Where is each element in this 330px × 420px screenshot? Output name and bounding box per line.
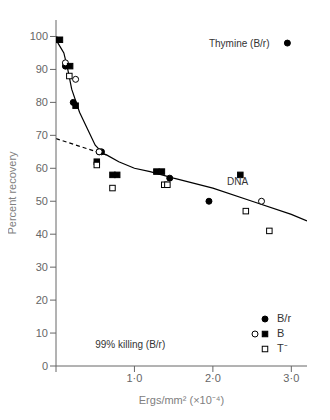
svg-text:99% killing (B/r): 99% killing (B/r) bbox=[95, 339, 165, 350]
svg-text:0: 0 bbox=[42, 360, 48, 372]
svg-text:1·0: 1·0 bbox=[126, 372, 142, 384]
svg-text:Ergs/mm² (×10⁻⁴): Ergs/mm² (×10⁻⁴) bbox=[139, 394, 224, 406]
html-text:B/r: B/r bbox=[277, 312, 292, 324]
svg-text:Thymine (B/r): Thymine (B/r) bbox=[209, 38, 270, 49]
svg-text:3·0: 3·0 bbox=[283, 372, 299, 384]
svg-text:90: 90 bbox=[36, 63, 48, 75]
svg-text:10: 10 bbox=[36, 327, 48, 339]
html-text:T⁻: T⁻ bbox=[277, 342, 288, 354]
svg-text:20: 20 bbox=[36, 294, 48, 306]
svg-text:2·0: 2·0 bbox=[205, 372, 221, 384]
svg-text:100: 100 bbox=[30, 30, 48, 42]
svg-text:DNA: DNA bbox=[227, 176, 248, 187]
svg-text:Percent recovery: Percent recovery bbox=[8, 151, 18, 235]
svg-text:40: 40 bbox=[36, 228, 48, 240]
svg-text:30: 30 bbox=[36, 261, 48, 273]
svg-text:70: 70 bbox=[36, 129, 48, 141]
html-text:B: B bbox=[277, 327, 285, 339]
svg-text:50: 50 bbox=[36, 195, 48, 207]
svg-text:80: 80 bbox=[36, 96, 48, 108]
svg-text:60: 60 bbox=[36, 162, 48, 174]
